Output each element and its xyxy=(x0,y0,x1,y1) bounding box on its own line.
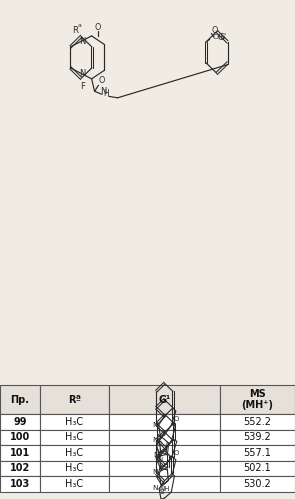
Bar xyxy=(40,445,109,461)
Bar xyxy=(40,476,109,492)
Text: N: N xyxy=(153,452,158,458)
Text: O: O xyxy=(99,76,105,85)
Bar xyxy=(0,430,40,445)
Text: H₃C: H₃C xyxy=(65,448,83,458)
Text: H₃C: H₃C xyxy=(65,463,83,474)
Text: Пр.: Пр. xyxy=(10,395,30,405)
Text: Rª: Rª xyxy=(68,395,81,405)
Text: NH: NH xyxy=(159,486,170,492)
Text: 103: 103 xyxy=(10,479,30,489)
Text: O: O xyxy=(95,23,101,32)
Bar xyxy=(109,476,220,492)
Text: F: F xyxy=(80,82,85,91)
Text: N: N xyxy=(153,485,158,491)
Bar xyxy=(0,414,40,430)
Text: O: O xyxy=(212,26,218,35)
Text: O: O xyxy=(174,416,179,422)
Text: 102: 102 xyxy=(10,463,30,474)
Bar xyxy=(40,385,109,414)
Text: G': G' xyxy=(217,33,227,42)
Text: 101: 101 xyxy=(10,448,30,458)
Bar xyxy=(0,461,40,476)
Bar xyxy=(40,461,109,476)
Text: N: N xyxy=(153,437,158,443)
Text: 539.2: 539.2 xyxy=(243,432,271,443)
Bar xyxy=(109,430,220,445)
Text: 99: 99 xyxy=(13,417,27,427)
Text: N: N xyxy=(156,434,161,440)
Text: G¹: G¹ xyxy=(158,395,171,405)
Text: O: O xyxy=(174,451,179,457)
Bar xyxy=(109,414,220,430)
Bar xyxy=(0,385,40,414)
Text: H₃C: H₃C xyxy=(65,432,83,443)
Text: MS
(MH⁺): MS (MH⁺) xyxy=(241,389,273,411)
Text: N: N xyxy=(156,449,161,455)
Bar xyxy=(220,461,295,476)
Bar xyxy=(109,445,220,461)
Bar xyxy=(220,430,295,445)
Text: N: N xyxy=(152,422,158,428)
Text: 557.1: 557.1 xyxy=(243,448,271,458)
Text: 502.1: 502.1 xyxy=(243,463,271,474)
Text: N: N xyxy=(157,457,162,463)
Text: N: N xyxy=(79,69,86,78)
Bar xyxy=(109,385,220,414)
Text: R: R xyxy=(72,26,78,35)
Text: CH₃: CH₃ xyxy=(213,34,226,40)
Text: N: N xyxy=(100,87,106,96)
Text: 530.2: 530.2 xyxy=(243,479,271,489)
Text: 552.2: 552.2 xyxy=(243,417,271,427)
Text: N: N xyxy=(79,37,86,46)
Bar xyxy=(220,414,295,430)
Bar xyxy=(109,461,220,476)
Text: a: a xyxy=(78,23,81,28)
Text: H₃C: H₃C xyxy=(65,479,83,489)
Text: 100: 100 xyxy=(10,432,30,443)
Bar xyxy=(40,430,109,445)
Text: S: S xyxy=(159,489,164,495)
Text: N: N xyxy=(156,441,162,447)
Bar xyxy=(0,476,40,492)
Bar xyxy=(220,385,295,414)
Bar xyxy=(220,476,295,492)
Text: N: N xyxy=(153,469,158,475)
Text: H: H xyxy=(104,89,109,98)
Bar xyxy=(40,414,109,430)
Bar xyxy=(220,445,295,461)
Text: H₃C: H₃C xyxy=(65,417,83,427)
Bar xyxy=(0,445,40,461)
